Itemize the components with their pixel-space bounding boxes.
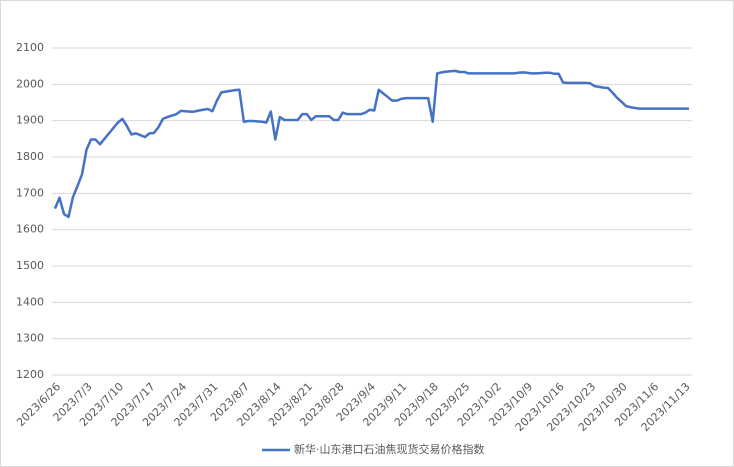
line-series (53, 69, 689, 219)
y-tick-label: 1300 (16, 332, 44, 345)
y-tick-label: 2100 (16, 41, 44, 54)
y-tick-label: 1800 (16, 150, 44, 163)
y-tick-label: 1900 (16, 114, 44, 127)
y-tick-label: 1600 (16, 223, 44, 236)
y-tick-label: 2000 (16, 77, 44, 90)
y-tick-label: 1200 (16, 368, 44, 381)
y-tick-label: 1500 (16, 259, 44, 272)
y-tick-label: 1700 (16, 186, 44, 199)
y-tick-label: 1400 (16, 295, 44, 308)
legend-label: 新华·山东港口石油焦现货交易价格指数 (294, 442, 485, 456)
